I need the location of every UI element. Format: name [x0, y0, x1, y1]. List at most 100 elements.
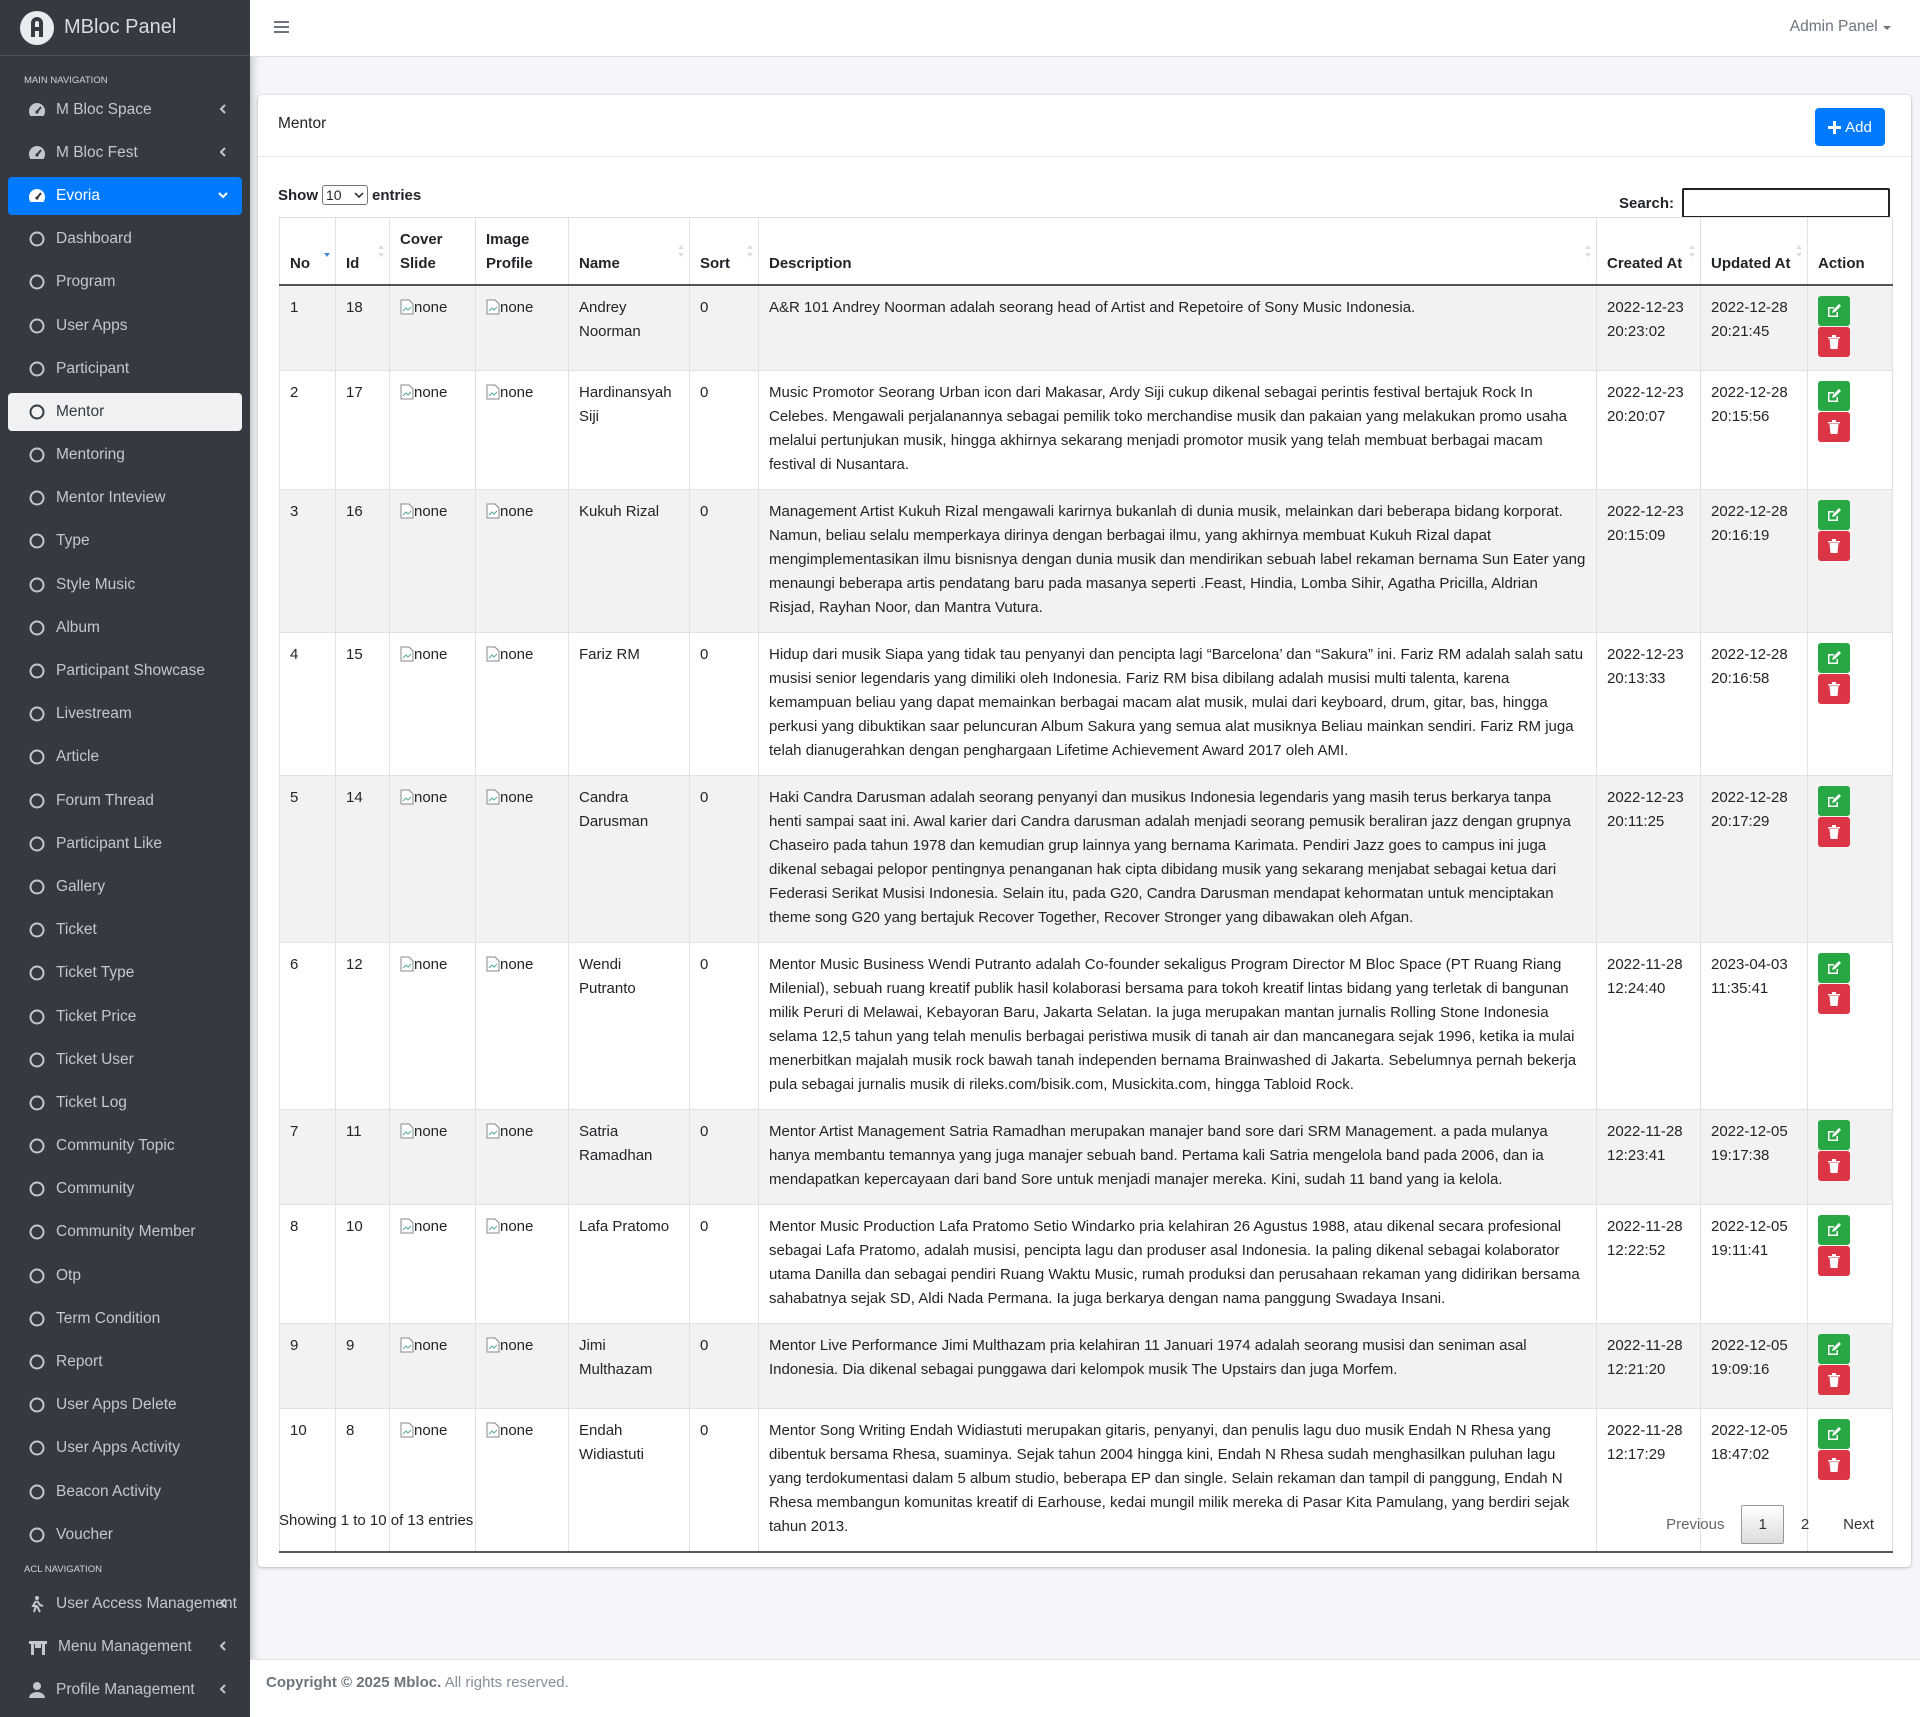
nav-item[interactable]: User Apps	[0, 304, 250, 347]
nav-item[interactable]: Term Condition	[0, 1297, 250, 1340]
column-header[interactable]: Description	[758, 217, 1597, 286]
nav-item[interactable]: Community Member	[0, 1211, 250, 1254]
nav-link: Dashboard	[8, 220, 242, 258]
nav-item[interactable]: Style Music	[0, 563, 250, 606]
nav-item[interactable]: Community	[0, 1168, 250, 1211]
cell-text: 1	[290, 299, 299, 316]
column-header[interactable]: Image Profile	[475, 217, 569, 286]
cell-action	[1807, 775, 1893, 943]
nav-item[interactable]: Ticket User	[0, 1038, 250, 1081]
nav-item[interactable]: Participant Like	[0, 822, 250, 865]
nav-item[interactable]: Article	[0, 736, 250, 779]
nav-item[interactable]: User Access Management	[0, 1582, 250, 1625]
edit-button[interactable]	[1818, 1334, 1850, 1364]
nav-item[interactable]: Mentor Inteview	[0, 477, 250, 520]
nav-item[interactable]: M Bloc Space	[0, 88, 250, 131]
nav-item[interactable]: Program	[0, 261, 250, 304]
delete-button[interactable]	[1818, 817, 1850, 847]
nav-link: Profile Management	[8, 1671, 242, 1709]
page-button[interactable]: Previous	[1666, 1516, 1725, 1533]
cell-sort: 0	[689, 1323, 759, 1409]
image-placeholder: none	[486, 1337, 533, 1354]
column-header[interactable]: Sort	[689, 217, 759, 286]
delete-button[interactable]	[1818, 327, 1850, 357]
nav-item[interactable]: Forum Thread	[0, 779, 250, 822]
nav-item[interactable]: Ticket Log	[0, 1081, 250, 1124]
column-header[interactable]: Name	[568, 217, 690, 286]
column-header[interactable]: Created At	[1596, 217, 1701, 286]
nav-item[interactable]: Livestream	[0, 693, 250, 736]
nav-item[interactable]: M Bloc Fest	[0, 131, 250, 174]
table-row: 6 12 none none Wendi Putranto 0 Mentor Music B…	[279, 942, 1893, 1110]
nav-item[interactable]: Mentoring	[0, 434, 250, 477]
column-header[interactable]: Id	[335, 217, 390, 286]
cell-updated: 2022-12-28 20:17:29	[1700, 775, 1808, 943]
edit-button[interactable]	[1818, 381, 1850, 411]
cell-text: 2022-11-28 12:22:52	[1607, 1218, 1683, 1259]
nav-item[interactable]: User Apps Activity	[0, 1427, 250, 1470]
nav-item[interactable]: Profile Management	[0, 1669, 250, 1712]
nav-item[interactable]: Otp	[0, 1254, 250, 1297]
brand[interactable]: MBloc Panel	[0, 0, 250, 56]
edit-button[interactable]	[1818, 1215, 1850, 1245]
delete-button[interactable]	[1818, 1450, 1850, 1480]
nav-item[interactable]: Dashboard	[0, 218, 250, 261]
edit-button[interactable]	[1818, 953, 1850, 983]
cell-text: Mentor Artist Management Satria Ramadhan…	[769, 1123, 1548, 1188]
nav-item[interactable]: Ticket Price	[0, 995, 250, 1038]
cell-description: Hidup dari musik Siapa yang tidak tau pe…	[758, 632, 1597, 776]
edit-button[interactable]	[1818, 296, 1850, 326]
delete-button[interactable]	[1818, 412, 1850, 442]
cell-cover: none	[389, 1204, 476, 1324]
menu-toggle[interactable]	[274, 20, 290, 34]
nav-item[interactable]: Ticket	[0, 909, 250, 952]
column-header[interactable]: Updated At	[1700, 217, 1808, 286]
delete-button[interactable]	[1818, 531, 1850, 561]
edit-button[interactable]	[1818, 786, 1850, 816]
cell-text: 8	[290, 1218, 299, 1235]
user-menu[interactable]: Admin Panel	[1790, 18, 1892, 36]
add-button[interactable]: Add	[1815, 108, 1885, 146]
edit-button[interactable]	[1818, 500, 1850, 530]
table-row: 9 9 none none Jimi Multhazam 0 Mentor Live Per…	[279, 1323, 1893, 1409]
image-alt: none	[414, 1422, 448, 1439]
nav-link: Gallery	[8, 868, 242, 906]
nav-item[interactable]: Community Topic	[0, 1125, 250, 1168]
edit-button[interactable]	[1818, 643, 1850, 673]
delete-button[interactable]	[1818, 1151, 1850, 1181]
page-button[interactable]: 2	[1800, 1516, 1810, 1533]
search-input[interactable]	[1682, 188, 1890, 218]
delete-button[interactable]	[1818, 674, 1850, 704]
column-header[interactable]: No	[279, 217, 336, 286]
nav-item[interactable]: User Apps Delete	[0, 1384, 250, 1427]
image-placeholder: none	[486, 1218, 533, 1235]
delete-button[interactable]	[1818, 984, 1850, 1014]
nav-item[interactable]: Voucher	[0, 1513, 250, 1556]
nav-item[interactable]: Type	[0, 520, 250, 563]
nav-item[interactable]: Participant	[0, 347, 250, 390]
cell-text: 0	[700, 299, 709, 316]
edit-button[interactable]	[1818, 1419, 1850, 1449]
nav-item[interactable]: Menu Management	[0, 1626, 250, 1669]
image-alt: none	[500, 1123, 534, 1140]
length-select[interactable]: 10	[322, 185, 368, 205]
nav-link: Mentor	[8, 392, 242, 431]
page-button[interactable]: 1	[1741, 1505, 1784, 1544]
nav-item[interactable]: Beacon Activity	[0, 1470, 250, 1513]
nav-item[interactable]: Ticket Type	[0, 952, 250, 995]
nav-item[interactable]: Participant Showcase	[0, 649, 250, 692]
nav-item[interactable]: Report	[0, 1340, 250, 1383]
nav-item[interactable]: Evoria	[0, 174, 250, 217]
nav-item[interactable]: Gallery	[0, 865, 250, 908]
nav-label: M Bloc Space	[56, 100, 152, 118]
cell-action	[1807, 370, 1893, 490]
page-button[interactable]: Next	[1843, 1516, 1874, 1533]
cell-updated: 2023-04-03 11:35:41	[1700, 942, 1808, 1110]
column-header[interactable]: Cover Slide	[389, 217, 476, 286]
delete-button[interactable]	[1818, 1365, 1850, 1395]
cell-name: Wendi Putranto	[568, 942, 690, 1110]
nav-item[interactable]: Mentor	[0, 390, 250, 433]
delete-button[interactable]	[1818, 1246, 1850, 1276]
edit-button[interactable]	[1818, 1120, 1850, 1150]
nav-item[interactable]: Album	[0, 606, 250, 649]
